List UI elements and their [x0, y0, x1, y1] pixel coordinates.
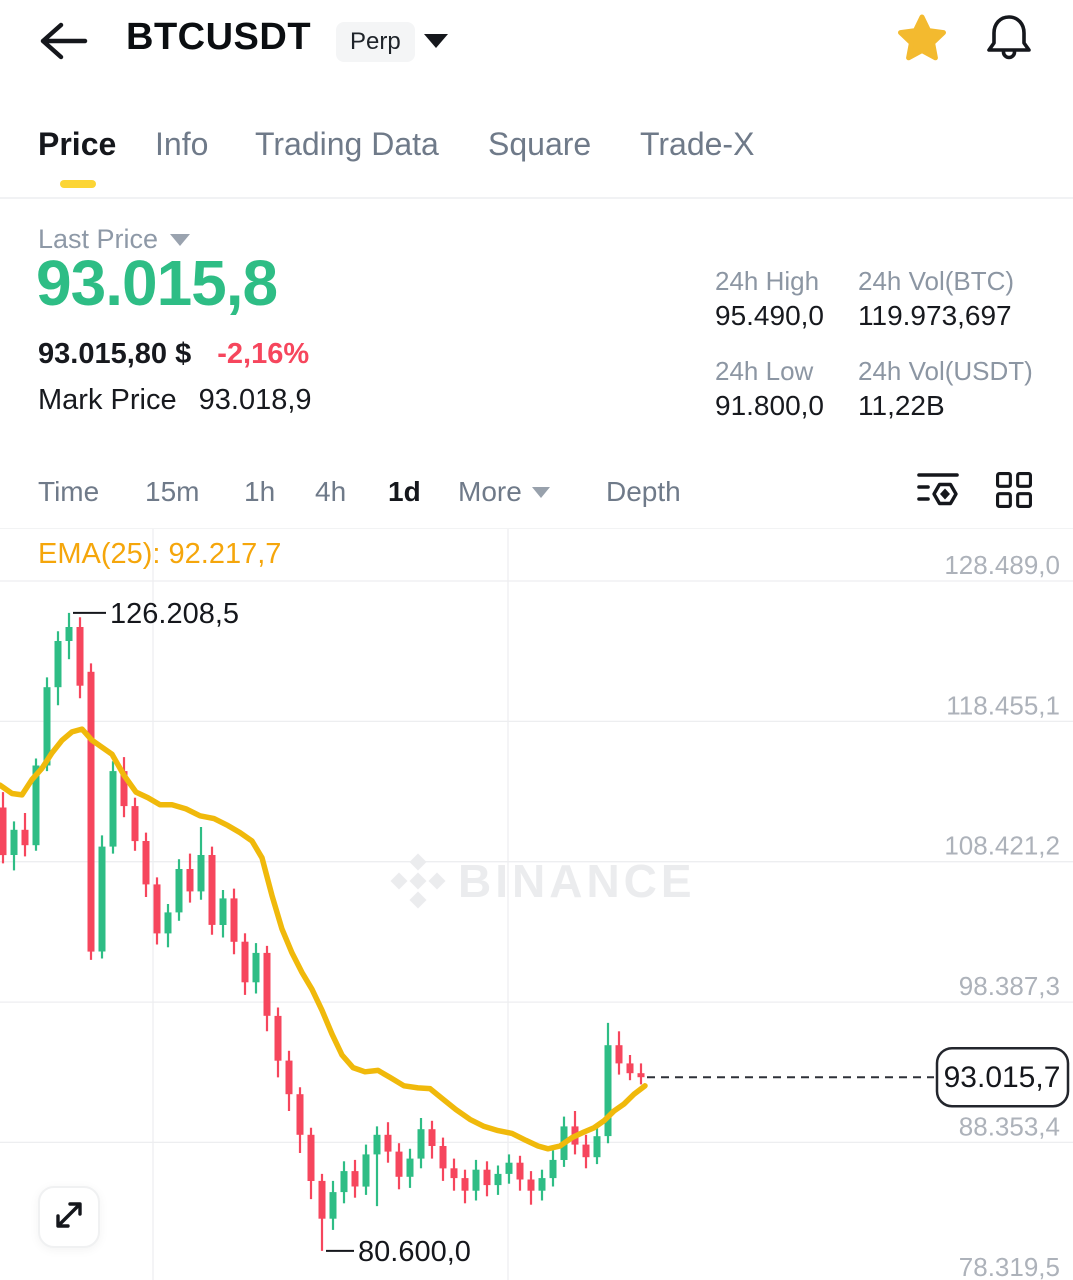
tab-trade-x[interactable]: Trade-X [640, 126, 755, 162]
layout-grid-icon [993, 469, 1035, 516]
more-button[interactable]: More [458, 476, 550, 508]
svg-text:118.455,1: 118.455,1 [946, 690, 1060, 720]
stat-low-label: 24h Low [715, 356, 814, 386]
timeframe-time[interactable]: Time [38, 476, 100, 507]
timeframe-1d[interactable]: 1d [388, 476, 421, 507]
depth-button[interactable]: Depth [606, 476, 681, 507]
expand-chart-button[interactable] [38, 1186, 100, 1248]
notifications-button[interactable] [982, 12, 1036, 68]
stat-low-value: 91.800,0 [715, 390, 824, 421]
more-label: More [458, 476, 522, 507]
fiat-price: 93.015,80 $ [38, 338, 192, 370]
svg-text:EMA(25): 92.217,7: EMA(25): 92.217,7 [38, 538, 281, 570]
last-price-caret-icon [170, 233, 191, 246]
fiat-price-row: 93.015,80 $ -2,16% [38, 338, 309, 371]
mark-price-row: Mark Price 93.018,9 [38, 384, 312, 417]
tab-price[interactable]: Price [38, 126, 117, 162]
svg-text:128.489,0: 128.489,0 [944, 550, 1060, 580]
price-chart-svg[interactable]: 128.489,0 118.455,1 108.421,2 98.387,3 88.35… [0, 529, 1073, 1280]
svg-text:78.319,5: 78.319,5 [959, 1252, 1060, 1280]
layout-grid-button[interactable] [992, 470, 1036, 514]
tab-underline [60, 180, 96, 188]
tab-trading-data[interactable]: Trading Data [255, 126, 439, 162]
bell-icon [983, 11, 1035, 70]
indicator-settings-icon [915, 467, 961, 518]
star-icon [897, 13, 947, 68]
svg-text:126.208,5: 126.208,5 [110, 598, 239, 630]
stat-high-label: 24h High [715, 266, 820, 296]
mark-price-value: 93.018,9 [198, 384, 312, 416]
back-arrow-icon [35, 19, 91, 68]
svg-text:BINANCE: BINANCE [458, 855, 696, 907]
svg-text:88.353,4: 88.353,4 [959, 1111, 1060, 1141]
stat-volbtc-label: 24h Vol(BTC) [858, 266, 1015, 296]
last-price-value: 93.015,8 [36, 247, 278, 319]
svg-text:108.421,2: 108.421,2 [944, 831, 1060, 861]
svg-text:93.015,7: 93.015,7 [944, 1061, 1061, 1094]
section-divider [0, 197, 1073, 199]
last-price-selector[interactable]: Last Price [38, 224, 191, 255]
stat-volbtc-value: 119.973,697 [858, 300, 1012, 331]
favorite-button[interactable] [896, 14, 948, 66]
svg-text:98.387,3: 98.387,3 [959, 971, 1060, 1001]
more-caret-icon [531, 486, 550, 498]
tab-info[interactable]: Info [155, 126, 209, 162]
timeframe-1h[interactable]: 1h [244, 476, 276, 507]
stat-volusdt-label: 24h Vol(USDT) [858, 356, 1033, 386]
last-price-label: Last Price [38, 224, 159, 254]
change-percent: -2,16% [217, 338, 310, 370]
indicator-settings-button[interactable] [914, 468, 962, 516]
svg-text:80.600,0: 80.600,0 [358, 1236, 471, 1268]
stat-high-value: 95.490,0 [715, 300, 824, 331]
pair-title: BTCUSDT [126, 16, 312, 58]
price-chart[interactable]: 128.489,0 118.455,1 108.421,2 98.387,3 88.35… [0, 528, 1073, 1280]
timeframe-4h[interactable]: 4h [315, 476, 347, 507]
expand-icon [41, 1187, 97, 1248]
timeframe-15m[interactable]: 15m [145, 476, 200, 507]
tab-square[interactable]: Square [488, 126, 592, 162]
perp-badge[interactable]: Perp [336, 22, 415, 62]
back-button[interactable] [34, 20, 92, 66]
pair-dropdown-caret-icon[interactable] [424, 34, 448, 48]
stat-volusdt-value: 11,22B [858, 390, 945, 421]
mark-price-label: Mark Price [38, 384, 177, 416]
